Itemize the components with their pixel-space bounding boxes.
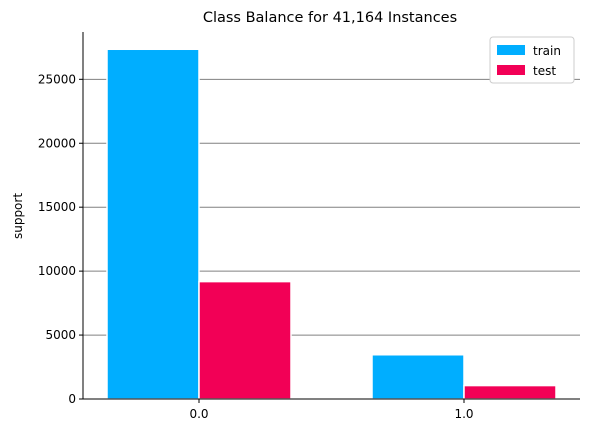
- tick-labels: 0 5000 10000 15000 20000 25000 0.0 1.0: [38, 72, 474, 421]
- legend-box: [489, 36, 575, 84]
- y-tick-label: 20000: [38, 136, 76, 150]
- x-tick-label: 1.0: [454, 407, 473, 421]
- y-tick-label: 15000: [38, 200, 76, 214]
- legend-swatch-test: [497, 65, 525, 75]
- bars: [106, 48, 557, 400]
- legend-label-train: train: [533, 44, 561, 58]
- axes: [79, 32, 580, 403]
- legend-swatch-train: [497, 45, 525, 55]
- legend: train test: [489, 36, 575, 84]
- y-axis-label: support: [11, 193, 25, 239]
- y-tick-label: 10000: [38, 264, 76, 278]
- y-tick-label: 5000: [45, 328, 76, 342]
- bar-test-1.0: [463, 384, 557, 400]
- chart-title: Class Balance for 41,164 Instances: [203, 10, 457, 26]
- legend-label-test: test: [533, 64, 556, 78]
- bar-test-0.0: [198, 280, 292, 400]
- y-tick-label: 0: [68, 392, 76, 406]
- y-tick-label: 25000: [38, 72, 76, 86]
- x-tick-label: 0.0: [189, 407, 208, 421]
- bar-train-1.0: [371, 354, 465, 400]
- bar-train-0.0: [106, 48, 200, 400]
